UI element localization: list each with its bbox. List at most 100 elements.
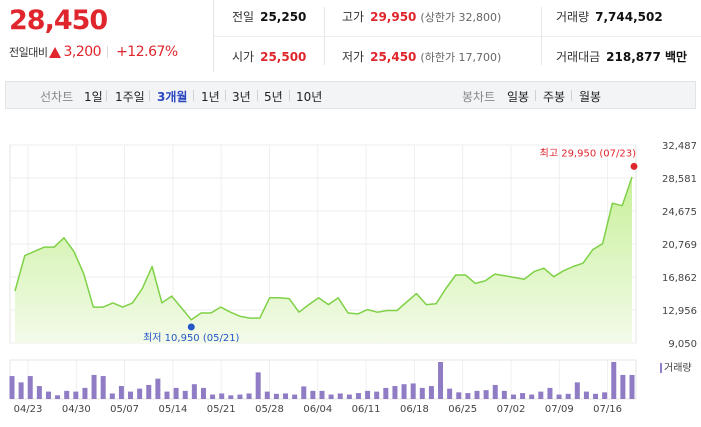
volume-bar: [611, 362, 617, 399]
price-area: [15, 177, 632, 343]
x-tick-label: 06/11: [352, 404, 381, 415]
volume-bar: [228, 395, 234, 399]
divider: [225, 90, 226, 101]
divider: [149, 90, 150, 101]
volume-bar: [328, 394, 334, 399]
x-tick-label: 07/09: [545, 404, 574, 415]
x-tick-label: 06/18: [400, 404, 429, 415]
volume-legend-marker: [660, 363, 662, 373]
volume-bar: [365, 390, 371, 399]
period-1y[interactable]: 1년: [201, 90, 220, 104]
period-10y[interactable]: 10년: [296, 90, 323, 104]
candle-monthly[interactable]: 월봉: [579, 90, 602, 104]
volume-bar: [292, 394, 298, 399]
volume-bar: [18, 382, 24, 399]
volume-bar: [374, 391, 380, 399]
min-annotation: 최저 10,950 (05/21): [143, 332, 239, 344]
x-tick-label: 05/21: [207, 404, 236, 415]
divider: [535, 90, 536, 101]
y-tick-label: 9,050: [668, 339, 697, 350]
volume-bar: [191, 384, 197, 399]
chart-toolbar: 선차트 1일 1주일 3개월 1년 3년 5년 10년 봉차트 일봉 주봉 월봉: [5, 81, 696, 109]
upper-limit: (상한가 32,800): [420, 11, 502, 24]
volume-bar: [155, 378, 161, 399]
stat-open: 시가 25,500: [232, 48, 306, 65]
volume-bar: [465, 393, 471, 399]
change-row: 전일대비 3,200 +12.67%: [9, 44, 178, 60]
volume-bar: [538, 391, 544, 399]
volume-bar: [45, 391, 51, 399]
period-5y[interactable]: 5년: [264, 90, 283, 104]
volume-bar: [237, 394, 243, 399]
divider: [289, 90, 290, 101]
stat-label: 거래량: [556, 10, 590, 24]
volume-bar: [529, 394, 535, 399]
volume-bar: [301, 386, 307, 399]
volume-bar: [164, 391, 170, 399]
volume-bar: [73, 391, 79, 399]
divider: [571, 90, 572, 101]
stat-value: 29,950: [370, 10, 417, 24]
divider: [106, 90, 107, 101]
volume-bar: [474, 390, 480, 399]
current-price: 28,450: [9, 5, 108, 36]
volume-bar: [346, 394, 352, 399]
period-1d[interactable]: 1일: [84, 90, 103, 104]
volume-bar: [137, 388, 143, 399]
stat-label: 전일: [232, 10, 255, 24]
change-value: 3,200: [63, 44, 102, 60]
volume-bar: [629, 374, 635, 399]
stat-label: 거래대금: [556, 50, 601, 64]
change-percent: +12.67%: [116, 44, 178, 60]
volume-bar: [547, 387, 553, 399]
stat-label: 고가: [342, 10, 365, 24]
volume-bar: [9, 376, 15, 399]
volume-bar: [447, 388, 453, 399]
volume-bar: [91, 374, 97, 399]
min-marker: [187, 323, 195, 331]
volume-bar: [593, 393, 599, 399]
volume-bar: [273, 393, 279, 399]
y-tick-label: 32,487: [662, 141, 697, 152]
stat-label: 저가: [342, 50, 365, 64]
x-tick-label: 05/28: [255, 404, 284, 415]
candle-daily[interactable]: 일봉: [507, 90, 530, 104]
volume-bar: [419, 387, 425, 399]
volume-bar: [246, 393, 252, 399]
period-3m[interactable]: 3개월: [157, 90, 188, 104]
lower-limit: (하한가 17,700): [420, 51, 502, 64]
period-3y[interactable]: 3년: [232, 90, 251, 104]
volume-bar: [401, 384, 407, 399]
x-tick-label: 06/25: [448, 404, 477, 415]
volume-bar: [118, 386, 124, 399]
volume-bar: [501, 390, 507, 399]
volume-bar: [64, 390, 70, 399]
max-annotation: 최고 29,950 (07/23): [540, 147, 636, 159]
up-arrow-icon: [49, 46, 62, 58]
volume-bar: [109, 393, 115, 399]
volume-bar: [310, 390, 316, 399]
volume-bar: [383, 387, 389, 399]
period-1w[interactable]: 1주일: [115, 90, 145, 104]
candle-weekly[interactable]: 주봉: [543, 90, 566, 104]
volume-bar: [602, 392, 608, 399]
price-summary: 28,450 전일대비 3,200 +12.67%: [0, 0, 214, 72]
volume-bar: [82, 387, 88, 399]
stat-prev-close: 전일 25,250: [232, 8, 306, 25]
volume-bar: [510, 394, 516, 399]
x-tick-label: 05/14: [158, 404, 187, 415]
x-tick-label: 05/07: [110, 404, 139, 415]
volume-bar: [319, 390, 325, 399]
volume-bar: [200, 387, 206, 399]
volume-bar: [173, 387, 179, 399]
stat-low: 저가 25,450 (하한가 17,700): [342, 48, 501, 65]
stat-label: 시가: [232, 50, 255, 64]
volume-bar: [556, 394, 562, 399]
stat-value: 7,744,502: [595, 10, 663, 24]
volume-bar: [520, 393, 526, 399]
stat-value: 218,877 백만: [606, 50, 688, 64]
volume-bar: [438, 362, 444, 399]
y-tick-label: 24,675: [662, 207, 697, 218]
volume-bar: [392, 386, 398, 399]
y-tick-label: 12,956: [662, 306, 697, 317]
